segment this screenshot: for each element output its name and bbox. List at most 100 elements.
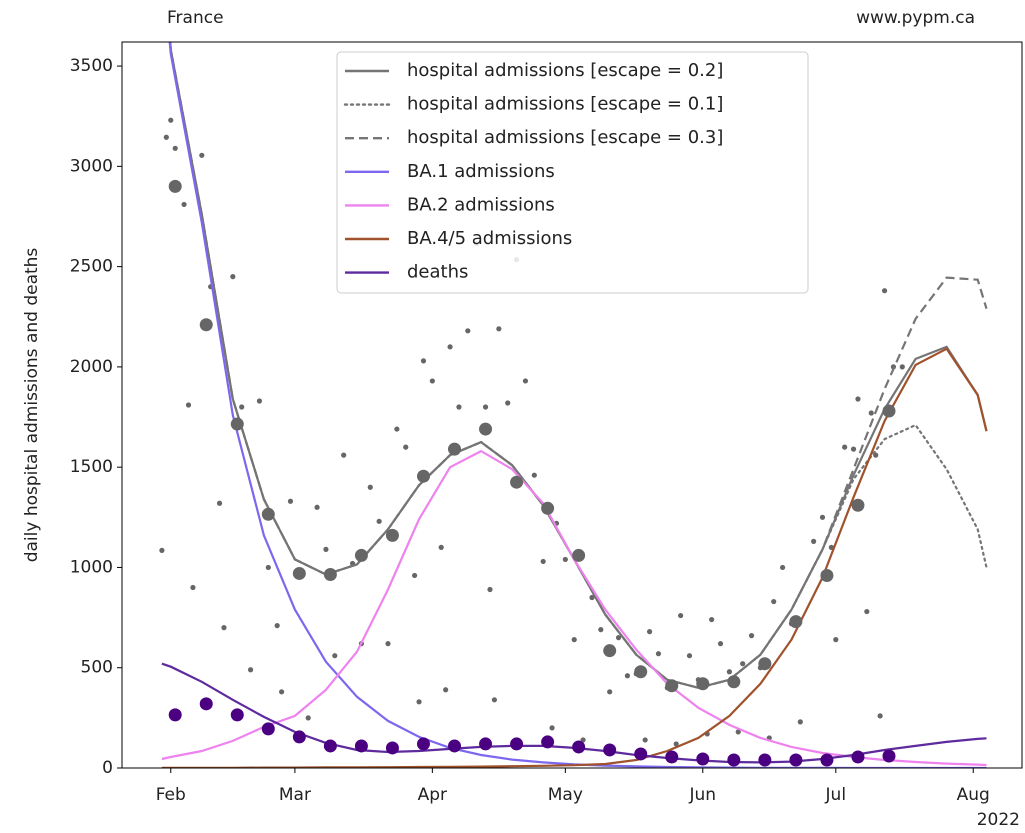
- legend-label: deaths: [407, 262, 468, 283]
- y-tick-label: 3000: [70, 156, 113, 176]
- admission-point: [456, 404, 462, 410]
- admission-point: [305, 715, 311, 721]
- y-tick-label: 1000: [70, 557, 113, 577]
- chart-title-right: www.pypm.ca: [856, 8, 975, 28]
- admission-point: [287, 498, 294, 504]
- admission-point: [416, 699, 422, 705]
- admission-point: [221, 625, 227, 631]
- death-point: [510, 737, 524, 751]
- death-point: [696, 752, 710, 766]
- legend-label: BA.4/5 admissions: [407, 228, 572, 249]
- plot-area: [159, 42, 988, 768]
- admission-point: [354, 548, 368, 562]
- admission-point: [420, 358, 427, 364]
- admission-point: [261, 507, 275, 521]
- admission-point: [771, 598, 777, 605]
- admission-point: [505, 400, 511, 406]
- admission-point: [190, 584, 196, 591]
- admission-point: [159, 547, 165, 554]
- admission-point: [868, 410, 874, 416]
- legend-label: hospital admissions [escape = 0.3]: [407, 127, 723, 148]
- admission-point: [819, 514, 826, 520]
- admission-point: [522, 378, 529, 384]
- death-point: [665, 750, 679, 764]
- admission-point: [678, 612, 684, 619]
- admission-point: [855, 396, 861, 402]
- legend-label: hospital admissions [escape = 0.1]: [407, 94, 723, 115]
- chart-title-left: France: [167, 8, 224, 28]
- y-tick-label: 500: [81, 658, 113, 678]
- y-tick-label: 0: [102, 758, 113, 778]
- admission-point: [172, 145, 178, 151]
- death-point: [727, 753, 741, 767]
- admission-point: [239, 404, 245, 410]
- admission-point: [416, 469, 430, 483]
- admission-point: [615, 635, 622, 641]
- admission-point: [265, 564, 271, 571]
- admission-point: [247, 667, 254, 673]
- death-point: [323, 739, 337, 753]
- admission-point: [376, 518, 382, 524]
- admission-point: [531, 472, 537, 478]
- admission-point: [607, 689, 613, 695]
- admission-point: [686, 653, 693, 659]
- admission-point: [438, 544, 444, 550]
- admission-point: [479, 422, 493, 436]
- admission-point: [748, 633, 755, 639]
- x-tick-label: May: [548, 785, 583, 805]
- death-point: [572, 740, 586, 754]
- admission-point: [412, 572, 418, 579]
- admission-point: [598, 627, 604, 633]
- admission-point: [726, 669, 732, 675]
- admission-point: [487, 586, 493, 593]
- admission-point: [779, 564, 786, 571]
- x-tick-label: Jun: [689, 785, 717, 805]
- admission-point: [465, 328, 471, 334]
- admission-point: [199, 152, 205, 158]
- admission-point: [168, 179, 182, 193]
- admission-point: [230, 274, 236, 280]
- admission-point: [572, 548, 586, 562]
- admission-point: [642, 737, 648, 743]
- admission-point: [429, 378, 435, 384]
- admission-point: [881, 288, 888, 294]
- death-point: [820, 753, 834, 767]
- x-tick-label: Apr: [418, 785, 447, 805]
- admission-point: [314, 504, 320, 510]
- admission-point: [851, 498, 865, 512]
- admission-point: [341, 452, 347, 458]
- y-tick-label: 3500: [70, 56, 113, 76]
- admission-point: [496, 326, 502, 332]
- admission-point: [696, 677, 710, 691]
- admission-point: [735, 729, 741, 735]
- death-point: [448, 739, 462, 753]
- admission-point: [448, 442, 462, 456]
- death-point: [230, 708, 244, 722]
- admission-point: [541, 501, 555, 515]
- admission-point: [332, 653, 338, 659]
- admission-point: [842, 444, 848, 450]
- death-point: [354, 739, 368, 753]
- death-point: [603, 743, 617, 757]
- y-tick-label: 2000: [70, 357, 113, 377]
- admission-point: [717, 641, 724, 647]
- death-point: [261, 722, 275, 736]
- death-point: [292, 730, 306, 744]
- death-point: [199, 697, 213, 711]
- admission-point: [655, 651, 662, 657]
- admission-point: [549, 725, 555, 731]
- admission-point: [443, 687, 449, 693]
- admission-point: [230, 417, 244, 431]
- admission-point: [580, 737, 586, 743]
- admission-point: [403, 444, 409, 450]
- death-point: [634, 747, 648, 761]
- x-tick-label: Aug: [957, 785, 990, 805]
- admission-point: [877, 713, 883, 719]
- admission-point: [864, 608, 870, 615]
- death-point: [851, 750, 865, 764]
- admission-point: [292, 566, 306, 580]
- admission-point: [797, 719, 803, 725]
- admission-point: [385, 528, 399, 542]
- admission-point: [709, 616, 715, 623]
